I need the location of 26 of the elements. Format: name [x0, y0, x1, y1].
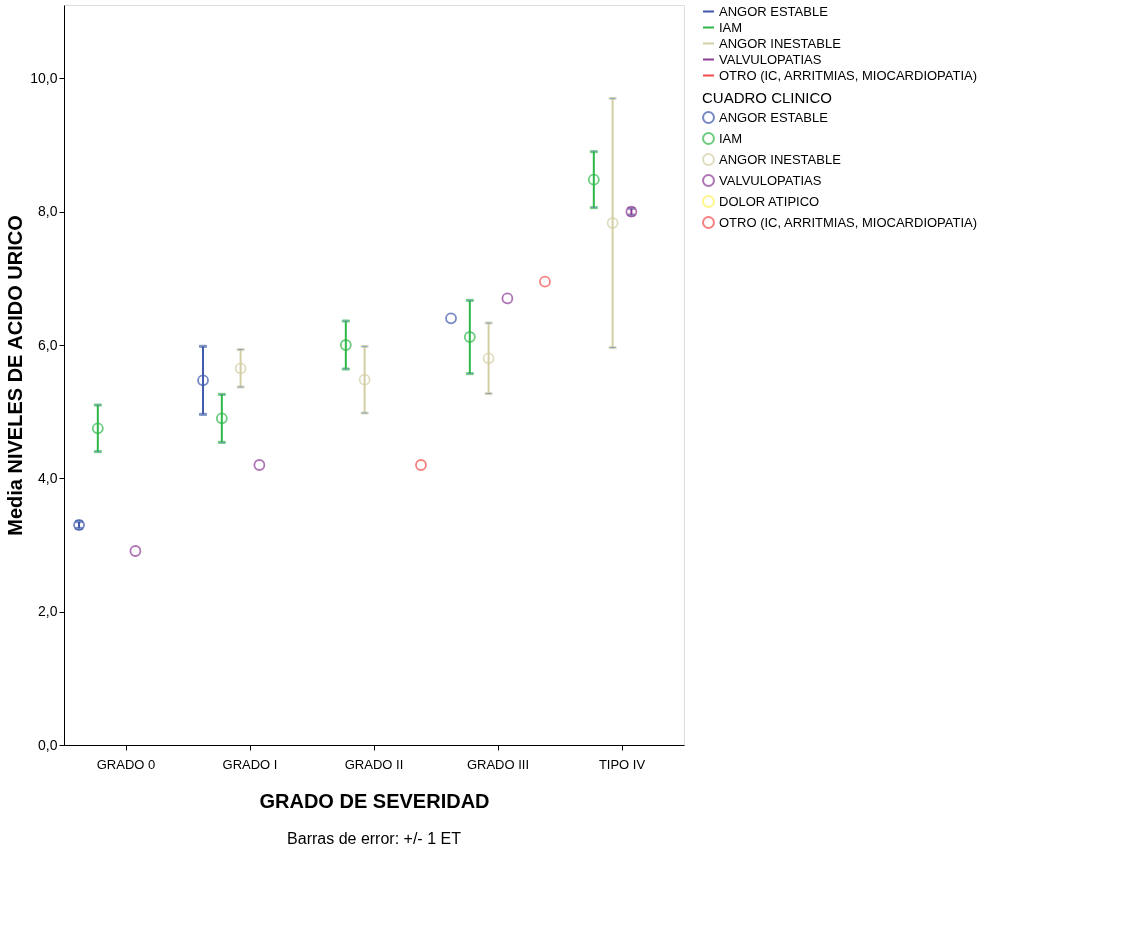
text: VALVULOPATIAS — [719, 51, 822, 67]
text: OTRO (IC, ARRITMIAS, MIOCARDIOPATIA) — [719, 67, 978, 83]
x-tick-label: TIPO IV — [598, 756, 646, 772]
legend-label: DOLOR ATIPICO — [719, 193, 820, 209]
x-tick-label: GRADO I — [222, 756, 278, 772]
x-axis-title: GRADO DE SEVERIDAD — [259, 789, 490, 812]
legend-label: ANGOR INESTABLE — [719, 151, 842, 167]
y-tick-label: 6,0 — [38, 336, 58, 353]
text: ANGOR INESTABLE — [719, 35, 841, 51]
x-tick-label: GRADO II — [344, 756, 404, 772]
y-tick-label: 8,0 — [38, 203, 58, 220]
x-tick-label: GRADO III — [466, 756, 530, 772]
y-tick-label: 4,0 — [38, 469, 58, 486]
legend-label: OTRO (IC, ARRITMIAS, MIOCARDIOPATIA) — [719, 214, 978, 230]
text: IAM — [719, 19, 743, 35]
legend-label: IAM — [719, 130, 743, 146]
legend-title: CUADRO CLINICO — [702, 89, 833, 106]
y-tick-label: 2,0 — [38, 603, 58, 620]
legend-label: ANGOR ESTABLE — [719, 109, 829, 125]
text: ANGOR ESTABLE — [719, 3, 828, 19]
legend-label: VALVULOPATIAS — [719, 172, 822, 188]
text: Barras de error: +/- 1 ET — [287, 830, 462, 847]
y-axis-title: Media NIVELES DE ACIDO URICO — [4, 215, 27, 536]
x-tick-label: GRADO 0 — [96, 756, 156, 772]
y-tick-label: 0,0 — [38, 736, 58, 753]
y-tick-label: 10,0 — [30, 69, 58, 86]
